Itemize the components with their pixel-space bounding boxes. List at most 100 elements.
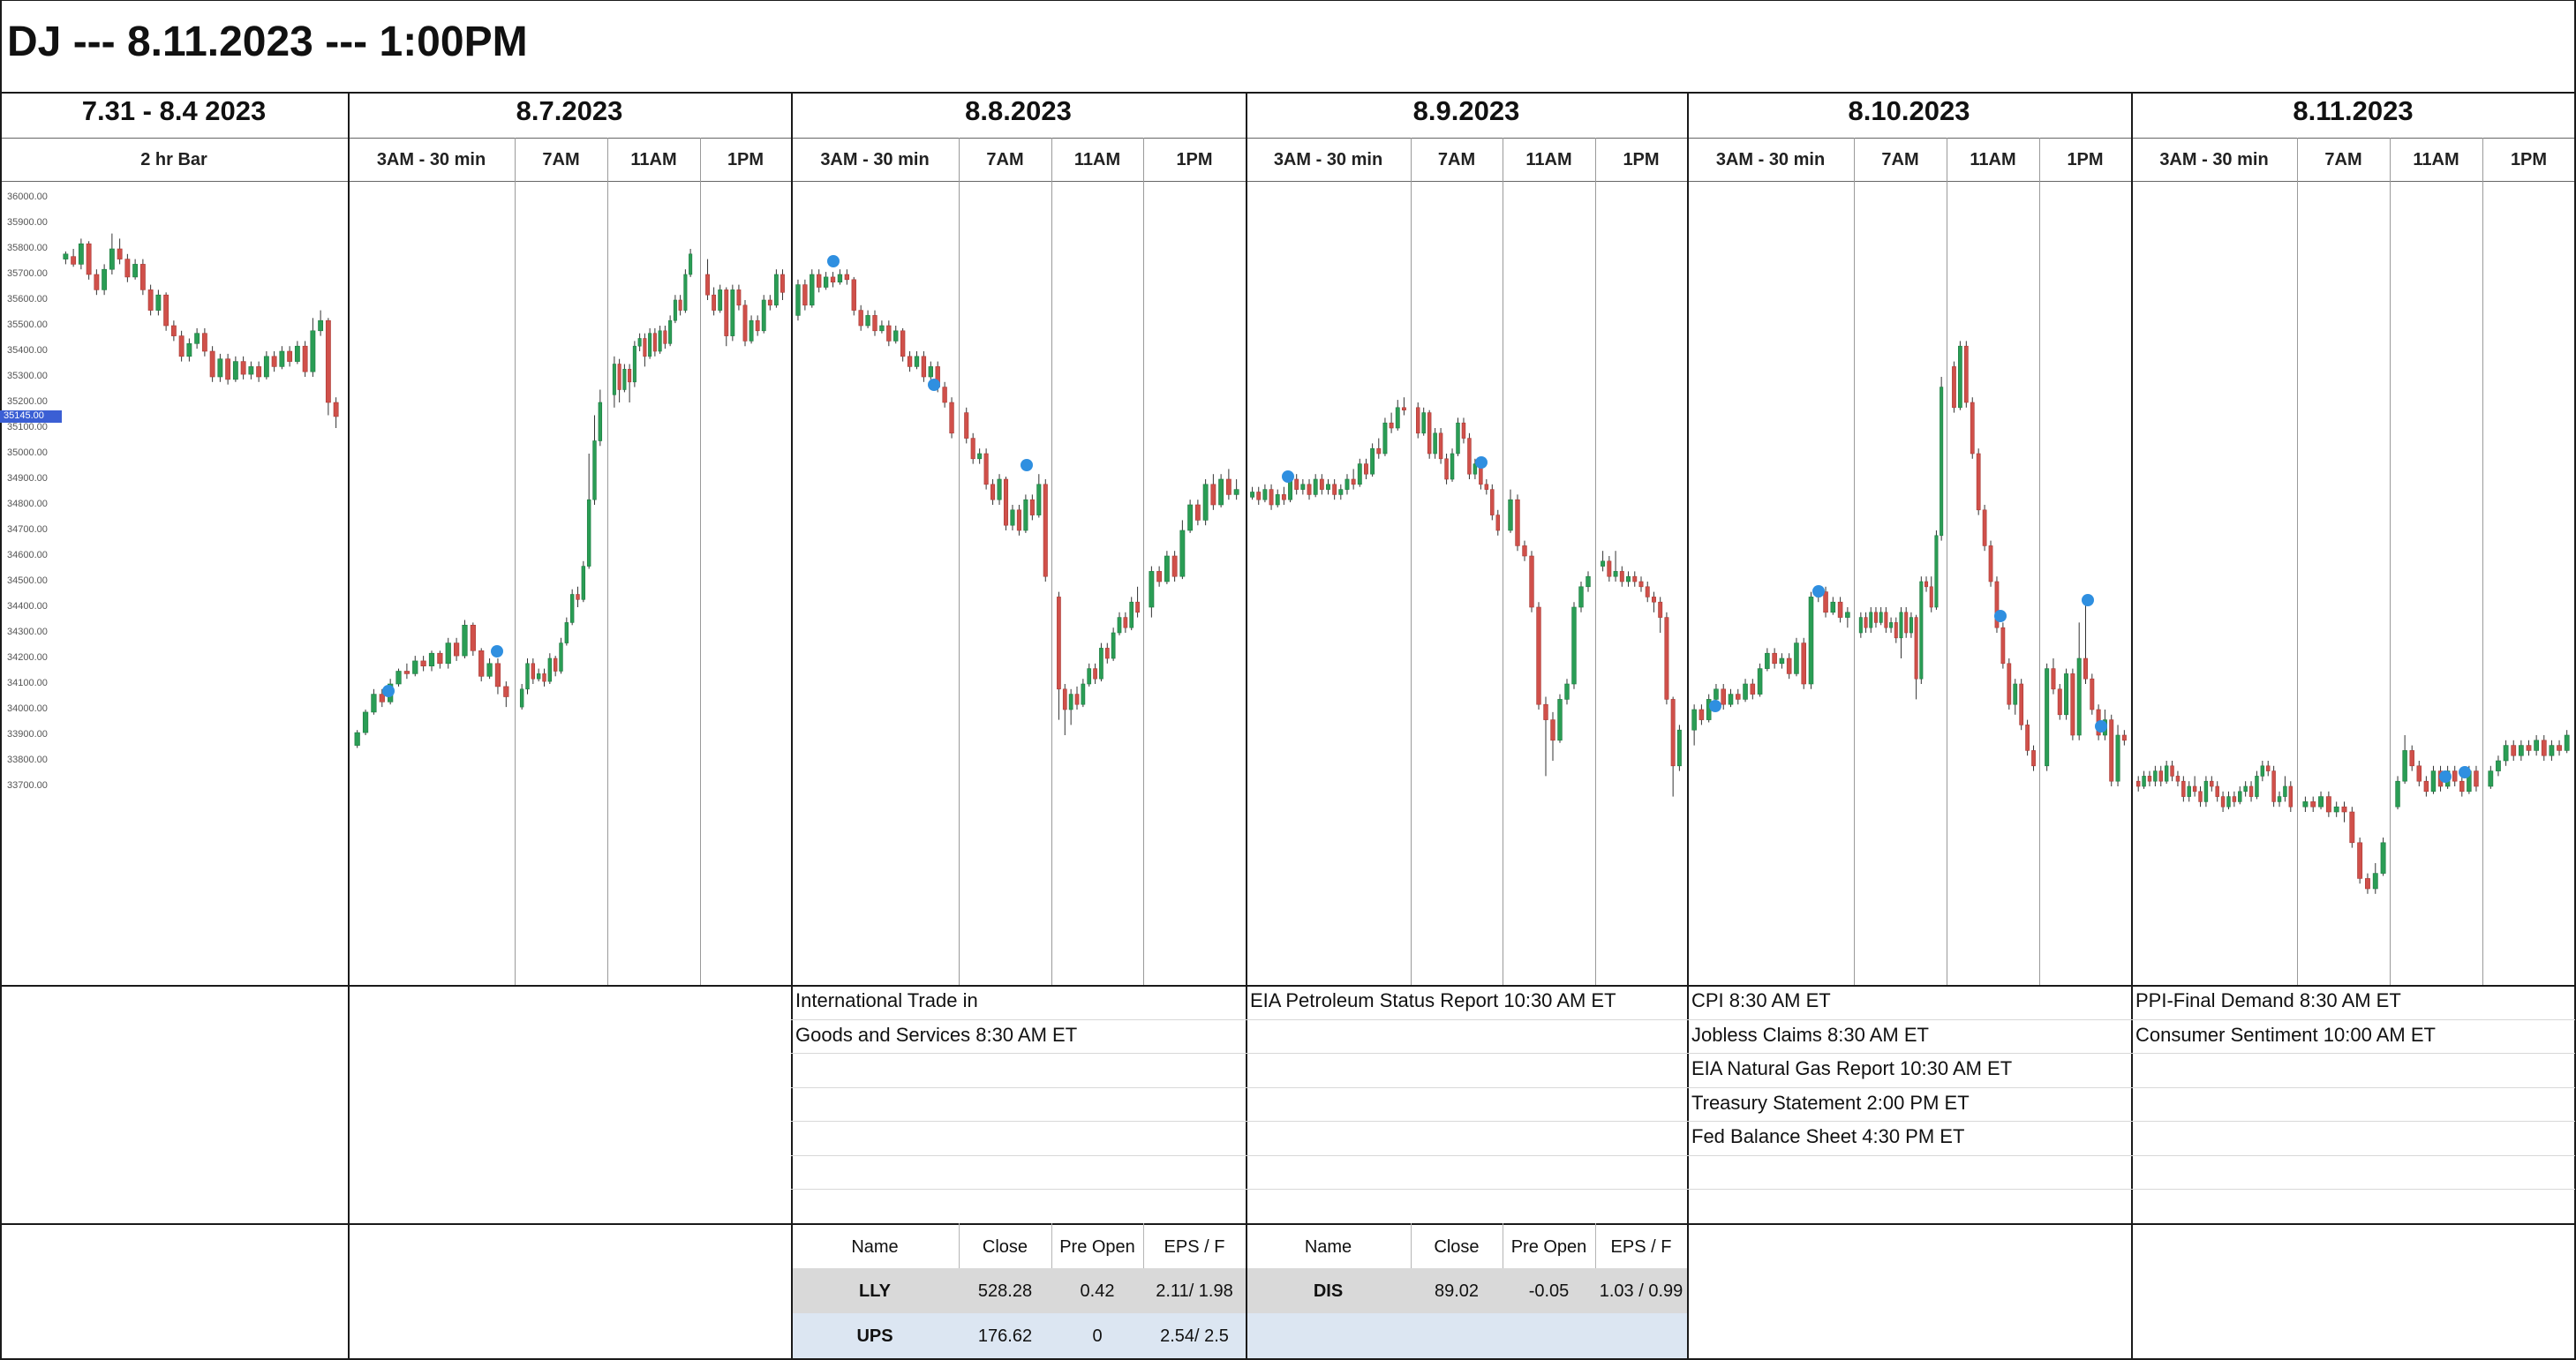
candle-body [1300, 484, 1306, 490]
event-marker-icon[interactable] [491, 645, 503, 657]
y-axis-tick: 35700.00 [7, 268, 48, 279]
table-row-bg [793, 1313, 1246, 1358]
table-header: EPS / F [1610, 1237, 1672, 1257]
candle-body [478, 650, 485, 677]
candle-body [997, 478, 1002, 500]
table-header: Pre Open [1059, 1237, 1135, 1257]
candle-body [1670, 699, 1676, 767]
candle-body [117, 248, 123, 259]
event-marker-icon[interactable] [1709, 700, 1721, 712]
y-axis-tick: 35800.00 [7, 243, 48, 253]
event-item: CPI 8:30 AM ET [1691, 989, 1831, 1011]
candle-body [1586, 575, 1591, 588]
candle-body [1275, 494, 1280, 506]
y-axis-tick: 35300.00 [7, 371, 48, 381]
candle-body [1461, 422, 1466, 439]
sub-column-divider [1595, 138, 1596, 985]
sub-column-divider [1854, 138, 1855, 985]
candle-body [1490, 489, 1495, 515]
candle-body [795, 284, 801, 316]
event-row-line [791, 1154, 1246, 1156]
table-cell: 0.42 [1080, 1281, 1115, 1301]
candle-body [1256, 492, 1262, 500]
event-marker-icon[interactable] [928, 379, 940, 391]
event-marker-icon[interactable] [2459, 766, 2471, 778]
event-marker-icon[interactable] [1475, 456, 1488, 469]
candle-body [1750, 683, 1756, 695]
candle-body [2031, 750, 2036, 767]
candle-body [1062, 688, 1067, 710]
candle-body [683, 274, 688, 311]
event-marker-icon[interactable] [1282, 470, 1294, 483]
candle-body [2187, 785, 2191, 797]
candle-body [132, 264, 139, 278]
candle-body [1823, 591, 1828, 613]
candle-body [689, 253, 693, 275]
candle-body [1794, 642, 1799, 674]
candle-body [1536, 606, 1541, 705]
event-marker-icon[interactable] [382, 685, 395, 697]
candle-body [1721, 688, 1727, 705]
candle-body [437, 652, 443, 665]
candle-body [668, 319, 673, 344]
candle-body [1691, 709, 1697, 731]
sub-column-divider [607, 138, 608, 985]
page-title: DJ --- 8.11.2023 --- 1:00PM [7, 19, 528, 65]
candle-body [542, 673, 546, 682]
candle-body [1370, 447, 1375, 475]
candle-body [643, 338, 647, 357]
candle-body [1149, 571, 1155, 608]
candle-body [1003, 478, 1009, 526]
event-marker-icon[interactable] [1812, 585, 1825, 597]
candle-body [2192, 785, 2197, 793]
event-marker-icon[interactable] [2439, 770, 2452, 783]
candle-body [248, 366, 254, 375]
candle-body [1495, 515, 1501, 531]
candle-body [147, 289, 154, 311]
candle-body [844, 274, 850, 281]
event-item: Treasury Statement 2:00 PM ET [1691, 1091, 1970, 1114]
table-cell: 0 [1092, 1326, 1103, 1346]
candle-body [1156, 571, 1163, 582]
candle-body [412, 660, 418, 674]
event-marker-icon[interactable] [1994, 610, 2007, 622]
candle-body [942, 387, 947, 403]
candle-body [1250, 492, 1255, 498]
candle-body [1427, 412, 1432, 455]
candle-body [865, 315, 870, 327]
candle-body [2266, 765, 2271, 771]
candle-body [1522, 545, 1527, 557]
candle-body [1786, 657, 1792, 674]
candle-body [86, 243, 92, 275]
candle-body [462, 624, 468, 657]
candle-body [1550, 719, 1555, 741]
candle-body [178, 335, 185, 357]
candle-body [1450, 453, 1455, 480]
event-marker-icon[interactable] [1021, 459, 1033, 471]
y-axis-tick: 35000.00 [7, 447, 48, 458]
event-marker-icon[interactable] [2095, 720, 2107, 733]
candle-body [1571, 606, 1577, 685]
candle-body [2288, 785, 2294, 808]
table-header: Close [1434, 1237, 1480, 1257]
current-price-label: 35145.00 [0, 410, 62, 423]
candle-body [519, 688, 524, 708]
event-marker-icon[interactable] [827, 255, 840, 267]
candle-body [1613, 571, 1618, 577]
candle-body [2271, 770, 2276, 802]
candle-body [632, 345, 636, 383]
candle-body [1164, 555, 1170, 582]
candle-body [1658, 601, 1663, 618]
table-row-bg [1247, 1313, 1687, 1358]
candle-body [1914, 617, 1918, 680]
candle-body [576, 594, 580, 600]
sub-column-divider [959, 138, 960, 985]
event-item: Fed Balance Sheet 4:30 PM ET [1691, 1125, 1965, 1147]
candle-body [1099, 648, 1103, 680]
candle-body [318, 319, 324, 332]
event-marker-icon[interactable] [2082, 594, 2094, 606]
candle-body [139, 264, 146, 290]
candle-body [1117, 617, 1122, 634]
candle-body [287, 350, 293, 362]
